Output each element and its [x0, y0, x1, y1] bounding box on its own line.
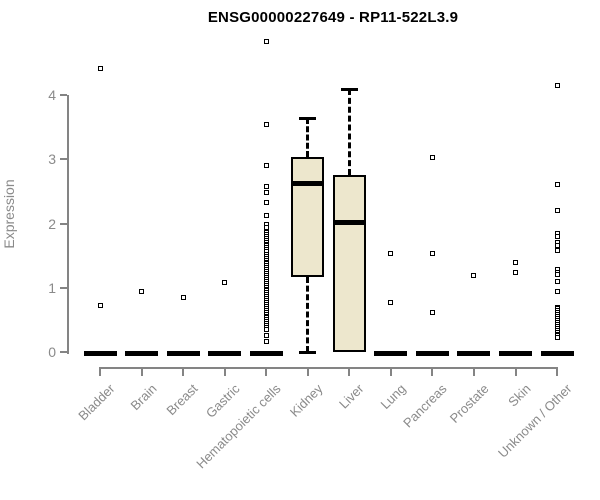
zero-bar-bladder	[83, 351, 117, 356]
outlier-point-hematopoietic-cells	[263, 333, 269, 339]
outlier-point-pancreas	[429, 250, 435, 256]
x-tick-label-unknown-other: Unknown / Other	[495, 381, 575, 461]
median-line-kidney	[291, 181, 325, 187]
outlier-point-unknown-other	[554, 242, 560, 248]
y-tick-label: 0	[48, 344, 56, 360]
x-tick-liver	[348, 367, 351, 376]
zero-bar-pancreas	[415, 351, 449, 356]
outlier-point-unknown-other	[554, 82, 560, 88]
chart-title: ENSG00000227649 - RP11-522L3.9	[207, 9, 459, 26]
outlier-point-unknown-other	[554, 247, 560, 253]
y-tick	[60, 94, 67, 96]
outlier-point-unknown-other	[554, 335, 560, 341]
zero-bar-unknown-other	[540, 351, 574, 356]
upper-whisker-cap-kidney	[299, 117, 317, 121]
lower-whisker-cap-kidney	[299, 351, 317, 354]
x-tick-label-bladder: Bladder	[75, 381, 118, 424]
outlier-point-unknown-other	[554, 289, 560, 295]
x-tick-lung	[389, 367, 392, 376]
zero-bar-lung	[374, 351, 408, 356]
x-tick-prostate	[472, 367, 475, 376]
zero-bar-breast	[166, 351, 200, 356]
x-tick-label-skin: Skin	[504, 381, 534, 410]
outlier-point-hematopoietic-cells	[263, 199, 269, 205]
outlier-point-unknown-other	[554, 279, 560, 285]
outlier-point-bladder	[97, 303, 103, 309]
y-tick	[60, 286, 67, 289]
lower-whisker-kidney	[306, 277, 310, 352]
outlier-point-lung	[388, 300, 394, 306]
x-axis-line	[99, 367, 559, 369]
zero-bar-gastric	[208, 351, 242, 356]
outlier-point-unknown-other	[554, 182, 560, 188]
x-tick-label-lung: Lung	[377, 381, 409, 413]
outlier-point-unknown-other	[554, 272, 560, 278]
upper-whisker-cap-liver	[340, 87, 358, 91]
x-tick-gastric	[223, 367, 226, 376]
median-line-liver	[332, 219, 366, 225]
x-tick-kidney	[306, 367, 309, 376]
x-tick-label-brain: Brain	[127, 381, 160, 414]
x-tick-breast	[182, 367, 185, 376]
x-tick-bladder	[99, 367, 101, 376]
upper-whisker-liver	[347, 88, 351, 176]
outlier-point-unknown-other	[554, 208, 560, 214]
outlier-point-hematopoietic-cells	[263, 184, 269, 190]
zero-bar-brain	[125, 351, 159, 356]
y-tick	[60, 158, 67, 161]
outlier-point-pancreas	[429, 310, 435, 316]
x-tick-unknown-other	[556, 367, 559, 376]
outlier-point-gastric	[222, 280, 228, 286]
zero-bar-hematopoietic-cells	[249, 351, 283, 356]
zero-bar-prostate	[457, 351, 491, 356]
y-tick-label: 1	[48, 279, 56, 296]
y-tick	[60, 222, 67, 225]
outlier-point-bladder	[97, 65, 103, 71]
outlier-point-breast	[180, 294, 186, 300]
outlier-point-hematopoietic-cells	[263, 39, 269, 45]
outlier-point-hematopoietic-cells	[263, 122, 269, 128]
y-tick-label: 2	[48, 215, 56, 232]
x-tick-label-prostate: Prostate	[446, 381, 492, 426]
outlier-point-pancreas	[429, 155, 435, 161]
x-tick-label-pancreas: Pancreas	[400, 381, 450, 431]
outlier-point-hematopoietic-cells	[263, 339, 269, 345]
outlier-point-hematopoietic-cells	[263, 190, 269, 196]
x-tick-brain	[140, 367, 143, 376]
outlier-point-hematopoietic-cells	[263, 163, 269, 169]
upper-whisker-kidney	[306, 118, 310, 158]
outlier-point-hematopoietic-cells	[263, 213, 269, 219]
y-tick	[60, 351, 67, 353]
x-tick-label-gastric: Gastric	[202, 381, 243, 421]
outlier-point-hematopoietic-cells	[263, 327, 269, 332]
outlier-point-skin	[513, 270, 518, 276]
y-axis-line	[67, 95, 69, 354]
y-tick-label: 4	[48, 87, 56, 103]
box-liver	[332, 175, 366, 352]
outlier-point-brain	[139, 289, 145, 295]
outlier-point-prostate	[471, 273, 477, 279]
x-tick-pancreas	[431, 367, 434, 376]
zero-bar-skin	[499, 351, 532, 356]
outlier-point-lung	[388, 250, 394, 256]
box-kidney	[291, 157, 325, 278]
x-tick-label-breast: Breast	[163, 381, 201, 419]
x-tick-skin	[514, 367, 517, 376]
outlier-point-skin	[513, 260, 518, 266]
y-tick-label: 3	[48, 151, 56, 168]
outlier-point-unknown-other	[554, 234, 560, 240]
x-tick-hematopoietic-cells	[265, 367, 268, 376]
x-tick-label-kidney: Kidney	[286, 381, 326, 420]
x-tick-label-liver: Liver	[336, 381, 367, 412]
